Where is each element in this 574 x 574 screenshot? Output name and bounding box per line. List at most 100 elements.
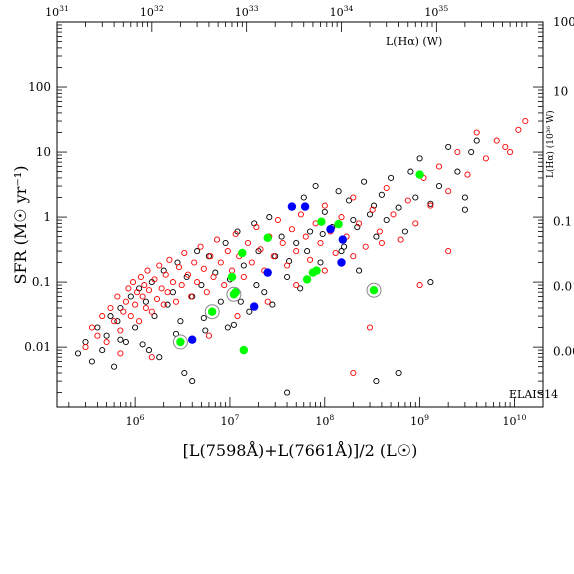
data-point bbox=[205, 332, 212, 339]
data-point bbox=[369, 286, 379, 295]
data-point bbox=[166, 256, 173, 263]
annotation-label: ELAIS14 bbox=[509, 388, 558, 401]
data-point bbox=[142, 298, 149, 305]
right-tick-label: 0.00 bbox=[553, 344, 574, 358]
y-tick-label: 0.1 bbox=[32, 275, 51, 289]
data-point bbox=[181, 369, 188, 377]
data-point bbox=[238, 248, 247, 258]
data-point bbox=[203, 289, 210, 296]
data-point bbox=[132, 324, 139, 331]
data-point bbox=[228, 267, 236, 274]
data-point bbox=[284, 273, 291, 281]
data-point bbox=[412, 194, 419, 201]
data-point bbox=[345, 197, 353, 204]
data-point bbox=[175, 264, 183, 271]
data-point bbox=[287, 202, 297, 211]
data-point bbox=[293, 239, 300, 247]
data-point bbox=[181, 249, 188, 257]
data-point bbox=[321, 202, 328, 209]
data-point bbox=[468, 148, 475, 156]
top-tick-label: 1032 bbox=[140, 4, 164, 19]
data-point bbox=[94, 324, 101, 331]
data-point bbox=[270, 253, 277, 260]
data-point bbox=[111, 363, 118, 370]
data-point bbox=[144, 267, 151, 274]
data-point bbox=[337, 258, 346, 267]
data-point bbox=[120, 308, 127, 315]
data-point bbox=[366, 211, 374, 218]
data-point bbox=[151, 313, 158, 320]
data-point bbox=[125, 285, 132, 292]
data-point bbox=[88, 358, 95, 365]
data-point bbox=[82, 344, 89, 351]
data-point bbox=[304, 248, 311, 255]
x-tick-label: 106 bbox=[126, 413, 145, 428]
data-point bbox=[284, 389, 291, 396]
data-point bbox=[454, 168, 461, 175]
data-point bbox=[158, 285, 165, 292]
data-point bbox=[164, 301, 171, 308]
data-point bbox=[317, 217, 326, 226]
data-point bbox=[176, 337, 185, 347]
data-points bbox=[74, 117, 529, 396]
data-point bbox=[213, 236, 221, 243]
data-point bbox=[114, 293, 121, 300]
data-point bbox=[354, 224, 361, 231]
data-point bbox=[407, 168, 414, 175]
data-point bbox=[522, 117, 529, 125]
data-point bbox=[208, 307, 217, 316]
data-point bbox=[366, 324, 374, 331]
data-point bbox=[263, 268, 272, 277]
data-point bbox=[264, 298, 271, 305]
data-point bbox=[395, 369, 402, 377]
data-point bbox=[240, 273, 247, 281]
x-tick-label: 109 bbox=[410, 413, 429, 428]
data-point bbox=[278, 233, 285, 240]
data-point bbox=[246, 308, 253, 315]
data-point bbox=[338, 214, 345, 221]
data-point bbox=[134, 289, 141, 296]
data-point bbox=[473, 129, 480, 136]
data-point bbox=[156, 354, 163, 361]
data-point bbox=[237, 298, 244, 305]
data-point bbox=[307, 256, 314, 263]
data-point bbox=[341, 243, 348, 250]
data-point bbox=[178, 282, 185, 289]
data-point bbox=[231, 288, 240, 297]
highlight-ring bbox=[204, 304, 220, 320]
data-point bbox=[107, 313, 114, 320]
data-point bbox=[415, 170, 424, 179]
data-point bbox=[99, 347, 106, 354]
data-point bbox=[145, 347, 153, 354]
data-point bbox=[401, 228, 408, 235]
data-point bbox=[74, 350, 82, 357]
data-point bbox=[319, 230, 326, 238]
data-point bbox=[369, 206, 376, 213]
data-point bbox=[222, 239, 229, 247]
data-point bbox=[361, 178, 368, 185]
highlight-ring bbox=[172, 334, 188, 350]
data-point bbox=[221, 282, 228, 289]
x-axis-title: [L(7598Å)+L(7661Å)]/2 (L☉) bbox=[183, 440, 418, 460]
data-point bbox=[362, 243, 369, 250]
data-point bbox=[378, 191, 385, 198]
data-point bbox=[454, 148, 461, 156]
data-point bbox=[338, 248, 345, 255]
data-point bbox=[230, 321, 237, 328]
data-point bbox=[188, 335, 197, 344]
data-point bbox=[373, 233, 380, 240]
data-point bbox=[142, 304, 149, 312]
data-point bbox=[99, 313, 106, 320]
data-point bbox=[356, 220, 363, 227]
data-point bbox=[202, 327, 209, 334]
data-point bbox=[169, 279, 176, 286]
data-point bbox=[210, 273, 217, 281]
top-tick-label: 1035 bbox=[424, 4, 448, 19]
data-point bbox=[293, 282, 300, 289]
data-point bbox=[137, 273, 144, 281]
data-point bbox=[94, 332, 101, 339]
data-point bbox=[88, 324, 95, 331]
data-point bbox=[263, 233, 272, 242]
